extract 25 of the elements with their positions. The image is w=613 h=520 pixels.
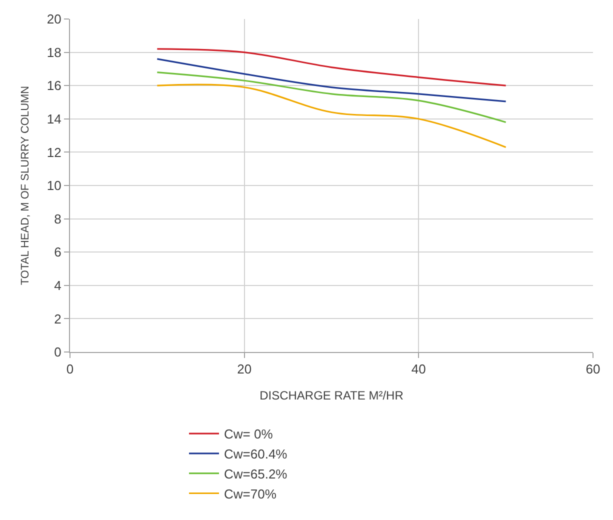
y-tick-label: 8 bbox=[54, 211, 62, 226]
y-tick-label: 0 bbox=[54, 344, 62, 360]
line-series bbox=[156, 48, 507, 86]
y-tick-label: 2 bbox=[54, 311, 62, 326]
legend-label: Cw=70% bbox=[224, 486, 277, 502]
y-tick-label: 18 bbox=[46, 44, 62, 60]
legend-label: Cw= 0% bbox=[224, 426, 274, 442]
legend-label: Cw=60.4% bbox=[224, 446, 288, 462]
line-series bbox=[156, 71, 507, 124]
y-tick-label: 16 bbox=[46, 78, 62, 94]
x-tick-label: 60 bbox=[586, 362, 600, 377]
y-tick-label: 20 bbox=[46, 12, 62, 27]
x-tick-label: 40 bbox=[411, 362, 426, 377]
x-tick-label: 0 bbox=[66, 362, 74, 377]
line-series bbox=[156, 58, 507, 102]
legend-label: Cw=65.2% bbox=[224, 466, 288, 482]
x-axis-title: DISCHARGE RATE M²/HR bbox=[260, 388, 404, 402]
x-tick-label: 20 bbox=[237, 362, 252, 377]
y-tick-label: 6 bbox=[54, 244, 62, 260]
y-tick-label: 14 bbox=[46, 111, 62, 126]
y-tick-label: 12 bbox=[46, 144, 62, 160]
y-axis-title: TOTAL HEAD, M OF SLURRY COLUMN bbox=[20, 86, 32, 286]
line-series bbox=[156, 84, 507, 148]
y-tick-label: 10 bbox=[46, 178, 62, 194]
y-tick-label: 4 bbox=[54, 278, 62, 293]
